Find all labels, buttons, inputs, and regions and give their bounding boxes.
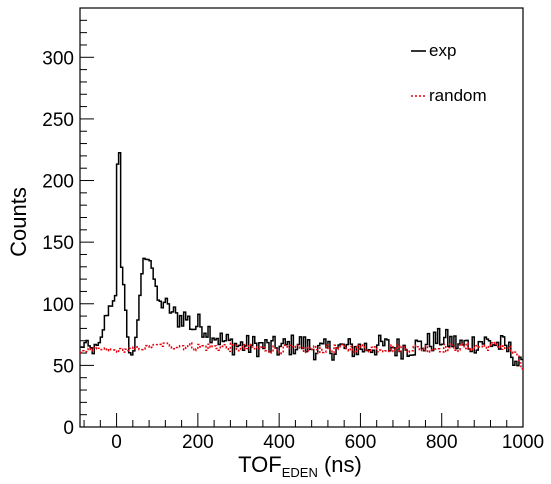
x-axis-title-subscript: EDEN <box>282 465 318 480</box>
x-axis-title-main: TOF <box>238 452 282 477</box>
y-tick-label: 250 <box>42 110 74 131</box>
y-tick-label: 50 <box>53 356 74 377</box>
y-tick-label: 300 <box>42 48 74 69</box>
series-exp <box>80 152 523 367</box>
x-axis-title: TOFEDEN (ns) <box>238 452 362 480</box>
series-layer <box>80 152 523 370</box>
legend-random-label: random <box>429 86 487 105</box>
legend: exp random <box>411 41 487 105</box>
x-axis-ticks <box>83 413 524 427</box>
x-axis-title-unit: (ns) <box>318 452 362 477</box>
x-tick-label: 800 <box>426 432 458 453</box>
y-axis-ticks <box>80 7 94 428</box>
plot-frame <box>79 7 524 428</box>
x-tick-label: 0 <box>111 432 122 453</box>
y-tick-label: 200 <box>42 172 74 193</box>
x-tick-label: 1000 <box>502 432 544 453</box>
legend-exp-label: exp <box>429 41 456 60</box>
y-tick-label: 100 <box>42 295 74 316</box>
x-tick-label: 200 <box>182 432 214 453</box>
y-tick-label: 150 <box>42 233 74 254</box>
y-axis-tick-labels: 0 50 100 150 200 250 300 <box>42 48 74 439</box>
y-tick-label: 0 <box>63 418 74 439</box>
x-tick-label: 600 <box>345 432 377 453</box>
series-random <box>80 341 523 370</box>
y-axis-title: Counts <box>6 187 31 257</box>
x-axis-tick-labels: 0 200 400 600 800 1000 <box>111 432 544 453</box>
x-tick-label: 400 <box>263 432 295 453</box>
